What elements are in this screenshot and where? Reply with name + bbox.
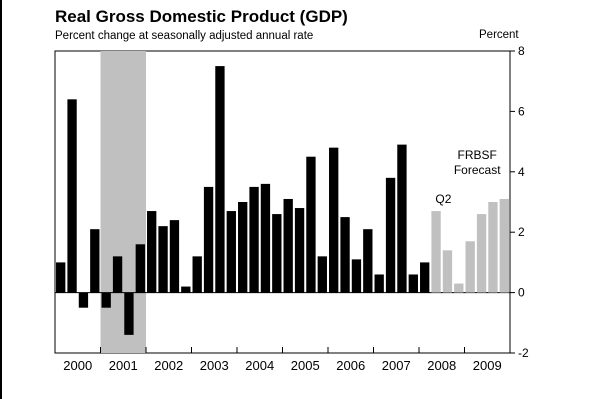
bar-actual-22 [306, 156, 316, 293]
annotation-q2: Q2 [435, 192, 451, 206]
bar-actual-8 [147, 211, 157, 293]
bar-actual-11 [181, 286, 191, 293]
chart-subtitle: Percent change at seasonally adjusted an… [55, 30, 314, 42]
bar-actual-16 [238, 202, 248, 293]
bar-actual-30 [397, 144, 407, 293]
y-tick-label: -2 [518, 346, 529, 360]
annotation-forecast: Forecast [454, 163, 501, 177]
bar-actual-3 [90, 229, 100, 293]
x-tick-label: 2004 [245, 358, 274, 373]
bar-forecast-35 [454, 283, 464, 293]
bar-actual-12 [192, 256, 202, 293]
x-tick-label: 2000 [63, 358, 92, 373]
bar-actual-28 [374, 274, 384, 293]
bar-actual-19 [272, 214, 282, 293]
x-tick-label: 2007 [382, 358, 411, 373]
bar-forecast-36 [465, 241, 475, 293]
x-tick-label: 2005 [291, 358, 320, 373]
bar-actual-21 [294, 208, 305, 293]
bar-actual-2 [78, 292, 89, 308]
bar-actual-31 [408, 274, 418, 293]
x-tick-label: 2009 [473, 358, 502, 373]
bar-actual-27 [363, 229, 373, 293]
bar-actual-13 [203, 186, 214, 293]
bar-actual-18 [260, 183, 271, 293]
bar-actual-7 [135, 244, 145, 293]
y-axis-unit-label: Percent [479, 29, 519, 41]
y-tick-label: 6 [518, 104, 525, 118]
bar-actual-32 [420, 262, 430, 293]
x-tick-label: 2006 [336, 358, 365, 373]
bar-actual-10 [169, 220, 180, 293]
chart-title: Real Gross Domestic Product (GDP) [55, 7, 348, 26]
bar-actual-25 [340, 217, 350, 293]
y-tick-label: 2 [518, 225, 525, 239]
bar-actual-9 [158, 226, 168, 293]
bar-actual-20 [283, 198, 293, 293]
bar-actual-15 [226, 211, 236, 293]
bar-actual-4 [101, 292, 111, 308]
bar-actual-24 [329, 147, 339, 293]
bar-actual-26 [351, 259, 362, 293]
bar-forecast-33 [431, 211, 441, 293]
y-tick-label: 4 [518, 165, 525, 179]
x-tick-label: 2002 [154, 358, 183, 373]
bar-forecast-39 [499, 198, 509, 293]
bar-actual-0 [56, 262, 66, 293]
annotation-frbsf: FRBSF [458, 148, 497, 162]
bar-actual-6 [124, 292, 134, 335]
x-tick-label: 2001 [109, 358, 138, 373]
bar-forecast-38 [488, 202, 498, 293]
x-tick-label: 2008 [427, 358, 456, 373]
left-frame-border [0, 0, 2, 399]
bar-forecast-34 [442, 250, 453, 293]
y-tick-label: 8 [518, 44, 525, 58]
bar-actual-17 [249, 186, 259, 293]
bar-actual-1 [67, 99, 77, 293]
x-tick-label: 2003 [200, 358, 229, 373]
y-tick-label: 0 [518, 286, 525, 300]
bar-actual-5 [112, 256, 123, 293]
bar-actual-14 [215, 66, 225, 293]
bar-actual-29 [385, 177, 396, 293]
bar-actual-23 [317, 256, 327, 293]
bar-forecast-37 [476, 214, 487, 293]
